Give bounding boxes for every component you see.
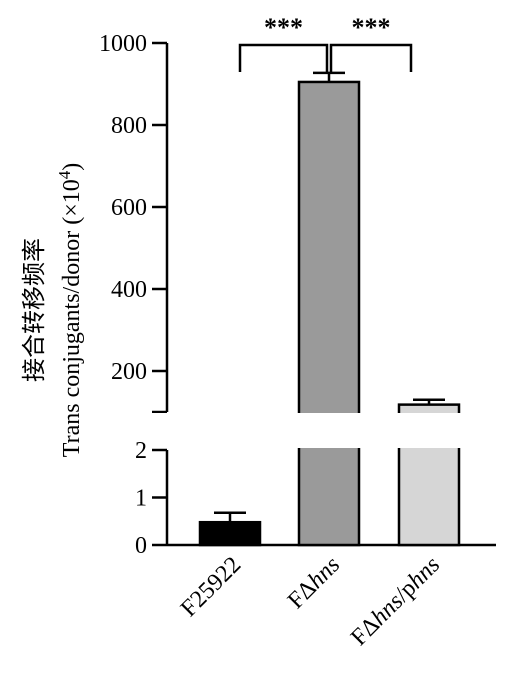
y-tick-label: 2 bbox=[135, 438, 147, 464]
y-axis-title-chinese: 接合转移频率 bbox=[21, 238, 48, 382]
y-axis-title: 接合转移频率 Trans conjugants/donor (×104) bbox=[21, 163, 85, 457]
significance-label: *** bbox=[264, 13, 303, 42]
bars bbox=[147, 71, 487, 547]
axes: 0 1 2 200 400 600 800 1000 bbox=[99, 31, 496, 559]
x-tick-label: FΔhns bbox=[283, 552, 345, 614]
bar bbox=[297, 80, 361, 547]
significance-label: *** bbox=[352, 13, 391, 42]
y-tick-label: 800 bbox=[111, 113, 147, 139]
y-tick-label: 200 bbox=[111, 359, 147, 385]
bar bbox=[198, 520, 262, 547]
x-tick-label: FΔhns/phns bbox=[346, 552, 445, 651]
y-tick-label: 1000 bbox=[99, 31, 147, 57]
axis-break-gap bbox=[147, 413, 487, 448]
y-axis-title-superscript: 4 bbox=[55, 170, 74, 179]
y-axis-title-english: Trans conjugants/donor (×104) bbox=[55, 163, 85, 457]
x-tick-label: F25922 bbox=[176, 552, 246, 622]
y-tick-label: 1 bbox=[135, 486, 147, 512]
significance-bracket bbox=[238, 43, 329, 72]
significance-brackets: *** *** bbox=[238, 13, 413, 72]
significance-bracket bbox=[329, 43, 413, 72]
y-tick-label: 400 bbox=[111, 277, 147, 303]
y-tick-label: 600 bbox=[111, 195, 147, 221]
y-tick-label: 0 bbox=[135, 533, 147, 559]
